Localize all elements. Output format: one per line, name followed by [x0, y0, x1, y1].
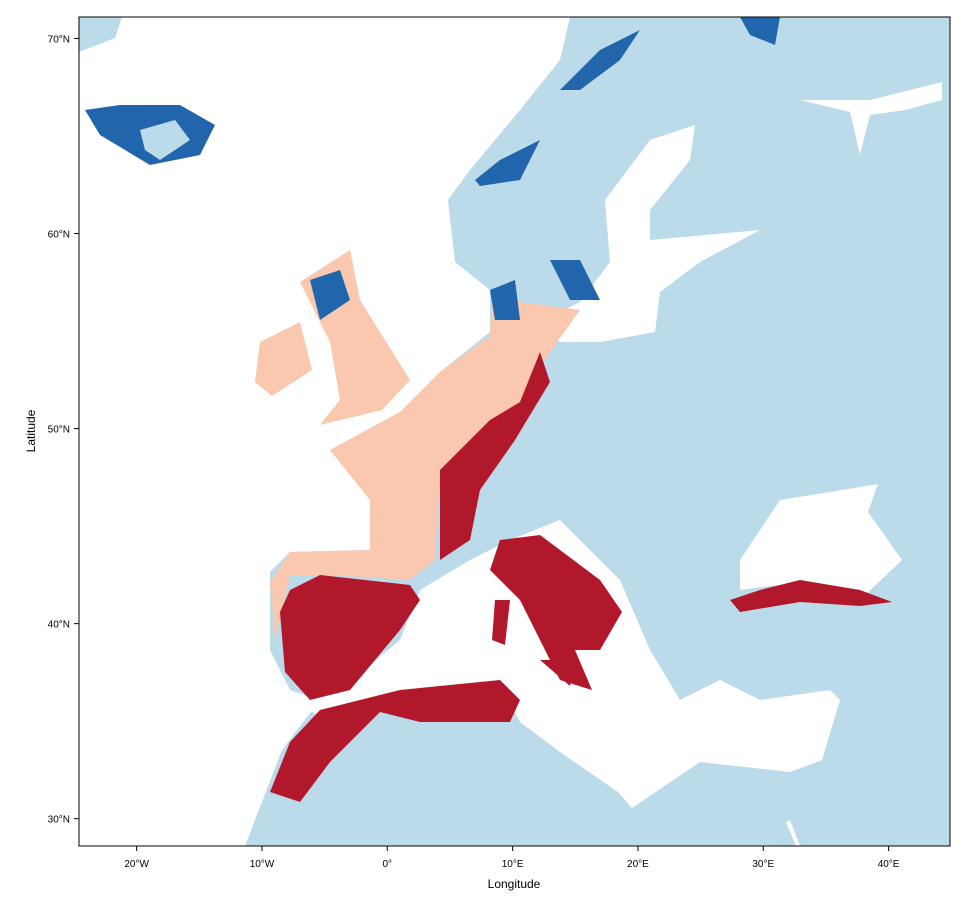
region-sicily: [540, 660, 576, 686]
region-sweden-south: [550, 260, 600, 300]
dark-red-regions: [270, 352, 892, 802]
x-tick-label: 30°E: [752, 859, 774, 870]
x-tick-label: 10°E: [502, 859, 524, 870]
white-sea: [800, 82, 942, 155]
atlantic-ocean: [79, 17, 570, 846]
map-panel: [79, 17, 950, 846]
black-sea: [740, 484, 902, 598]
x-tick-label: 10°W: [250, 859, 275, 870]
region-norway-north: [560, 30, 640, 90]
y-tick-label: 70°N: [48, 34, 70, 45]
region-italy: [490, 535, 622, 690]
region-anatolia: [730, 580, 892, 612]
x-axis: 20°W 10°W 0° 10°E 20°E 30°E 40°E: [124, 846, 900, 870]
plot-frame: [78, 16, 951, 847]
region-iberia: [280, 575, 420, 700]
y-tick-label: 50°N: [48, 425, 70, 436]
y-axis: 30°N 40°N 50°N 60°N 70°N: [48, 34, 79, 826]
region-ireland: [255, 322, 312, 396]
region-sardinia: [492, 600, 510, 645]
x-tick-label: 0°: [383, 859, 393, 870]
x-tick-label: 20°W: [124, 859, 149, 870]
x-tick-label: 20°E: [627, 859, 649, 870]
region-kola: [740, 17, 780, 45]
red-sea: [786, 820, 800, 846]
region-denmark: [490, 280, 520, 320]
region-north-africa: [270, 680, 520, 802]
region-scotland: [310, 270, 350, 320]
x-axis-title: Longitude: [488, 877, 541, 891]
y-axis-title: Latitude: [24, 409, 38, 452]
region-western-europe: [270, 296, 580, 640]
y-tick-label: 30°N: [48, 815, 70, 826]
y-tick-label: 60°N: [48, 230, 70, 241]
region-central-europe: [440, 352, 550, 560]
region-norway-south: [475, 140, 540, 186]
y-tick-label: 40°N: [48, 620, 70, 631]
iceland-interior: [140, 120, 190, 160]
x-tick-label: 40°E: [878, 859, 900, 870]
baltic-sea: [540, 125, 760, 342]
